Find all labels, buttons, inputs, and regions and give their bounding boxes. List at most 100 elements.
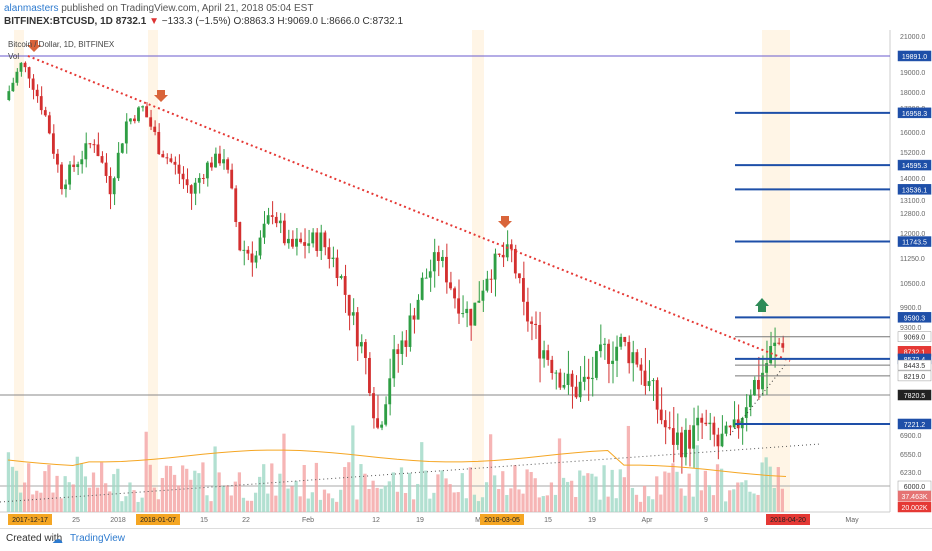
price-badge-label: 14595.3: [902, 163, 927, 170]
candle-body: [720, 433, 724, 447]
price-badge: [897, 184, 932, 195]
candle-body: [266, 215, 270, 224]
down-arrow-icon: [498, 216, 512, 228]
candle-body: [222, 159, 226, 164]
time-axis-label: M: [475, 517, 481, 524]
candle-body: [627, 341, 631, 364]
candle-body: [295, 238, 298, 247]
volume-bar: [622, 477, 626, 512]
volume-bar: [736, 482, 740, 512]
volume-bar: [403, 493, 408, 512]
volume-bar: [416, 483, 420, 512]
price-badge: [897, 236, 932, 247]
candle-body: [696, 417, 700, 426]
volume-bar: [185, 468, 189, 512]
candle-body: [315, 232, 319, 251]
volume-bar: [339, 489, 343, 512]
volume-bar: [379, 488, 383, 512]
candle-body: [781, 343, 785, 348]
volume-bar: [217, 472, 221, 512]
volume-bar: [355, 499, 359, 512]
candle-body: [562, 384, 566, 388]
candle-body: [578, 381, 582, 398]
volume-bar: [497, 488, 501, 512]
candle-body: [76, 164, 80, 168]
candle-body: [400, 340, 404, 354]
volume-bar: [63, 476, 67, 512]
volume-bar: [711, 495, 716, 512]
candle-body: [748, 395, 752, 408]
volume-bar: [642, 485, 647, 512]
candle-body: [323, 232, 327, 248]
candle-body: [153, 126, 157, 132]
candle-body: [481, 290, 485, 301]
volume-bar: [561, 477, 566, 512]
tradingview-brand[interactable]: TradingView: [70, 533, 126, 544]
volume-bar: [23, 482, 27, 512]
author-link[interactable]: alanmasters: [4, 3, 59, 14]
price-tick-label: 21000.0: [900, 34, 925, 41]
price-badge: [897, 490, 932, 502]
volume-bar: [18, 492, 23, 512]
volume-bar: [108, 491, 112, 512]
volume-bar: [326, 493, 331, 512]
candle-body: [141, 106, 144, 108]
symbol-label[interactable]: BITFINEX:BTCUSD, 1D: [4, 16, 113, 27]
volume-bar: [104, 483, 108, 512]
candle-body: [51, 133, 55, 154]
candle-body: [319, 232, 323, 251]
volume-bar: [740, 482, 744, 512]
volume-bar: [205, 495, 209, 512]
candle-body: [457, 298, 461, 314]
price-badge-label: 6000.0: [904, 484, 926, 491]
candle-body: [303, 242, 307, 246]
volume-bar: [132, 490, 136, 512]
candle-body: [173, 161, 177, 165]
candle-body: [558, 372, 562, 388]
volume-bar: [294, 480, 298, 512]
candle-body: [509, 244, 513, 249]
candle-body: [708, 422, 712, 425]
volume-bar: [221, 486, 225, 512]
volume-bar: [432, 492, 436, 512]
volume-bar: [428, 498, 432, 512]
candle-body: [214, 153, 217, 168]
volume-ma-line: [7, 449, 787, 477]
candle-body: [428, 271, 432, 278]
volume-bar: [424, 470, 428, 512]
volume-bar: [412, 499, 416, 512]
volume-bar: [310, 492, 314, 512]
price-chart[interactable]: 21000.019000.018000.017200.016000.015200…: [0, 30, 932, 528]
candle-body: [258, 237, 262, 256]
candle-body: [39, 96, 43, 111]
candle-body: [161, 154, 165, 158]
volume-bar: [225, 485, 229, 512]
candle-body: [700, 417, 704, 423]
volume-bar: [521, 493, 525, 512]
volume-bar: [687, 473, 691, 512]
volume-bar: [197, 473, 201, 512]
candle-body: [238, 222, 242, 251]
candle-body: [465, 308, 469, 314]
volume-bar: [359, 464, 363, 512]
chart-background: [0, 30, 932, 528]
candle-body: [408, 315, 412, 347]
volume-bar: [719, 468, 724, 512]
chart-header: alanmasters published on TradingView.com…: [0, 0, 932, 30]
candle-body: [92, 144, 96, 146]
volume-bar: [582, 475, 586, 512]
volume-bar: [258, 476, 262, 512]
candle-body: [566, 373, 570, 385]
candle-body: [773, 342, 777, 347]
volume-bar: [480, 497, 485, 512]
candle-body: [469, 308, 473, 326]
candle-body: [757, 379, 760, 390]
candle-body: [68, 164, 72, 185]
candle-body: [246, 249, 250, 254]
volume-bar: [286, 488, 290, 512]
volume-bar: [351, 425, 355, 512]
price-badge: [897, 501, 932, 513]
volume-bar: [472, 494, 477, 512]
candle-body: [522, 278, 525, 302]
candle-body: [181, 173, 185, 180]
